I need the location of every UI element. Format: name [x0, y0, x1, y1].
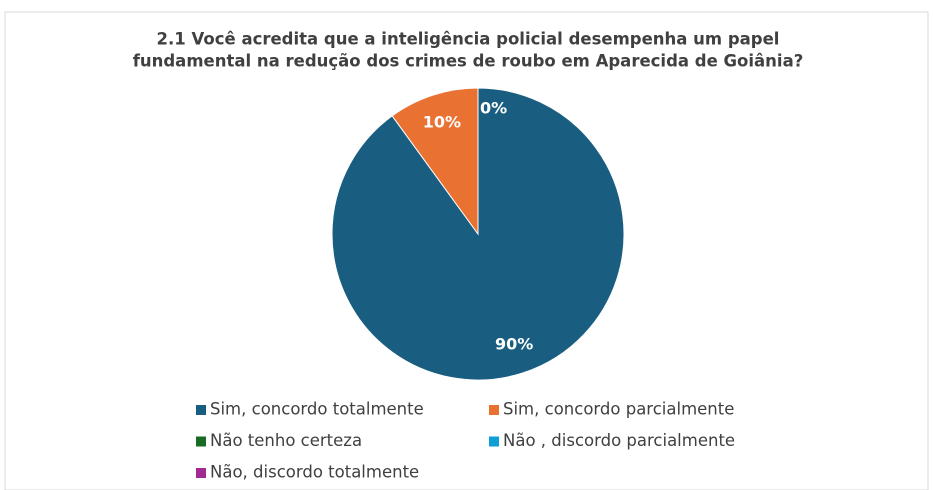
legend-marker [196, 436, 206, 447]
chart-title: 2.1 Você acredita que a inteligência pol… [157, 30, 780, 49]
data-label: 90% [495, 335, 533, 354]
legend-label: Sim, concordo parcialmente [503, 400, 734, 419]
data-label: 10% [423, 112, 461, 131]
legend-label: Não, discordo totalmente [210, 463, 419, 482]
legend-marker [489, 405, 499, 415]
legend-label: Sim, concordo totalmente [210, 400, 424, 419]
legend-label: Não , discordo parcialmente [503, 431, 735, 450]
legend-label: Não tenho certeza [210, 431, 362, 450]
chart-title: fundamental na redução dos crimes de rou… [133, 52, 804, 71]
data-label: 0% [480, 99, 507, 118]
legend-marker [196, 405, 206, 415]
legend-marker [489, 436, 499, 447]
legend-marker [196, 468, 206, 478]
pie-slice [391, 87, 479, 236]
